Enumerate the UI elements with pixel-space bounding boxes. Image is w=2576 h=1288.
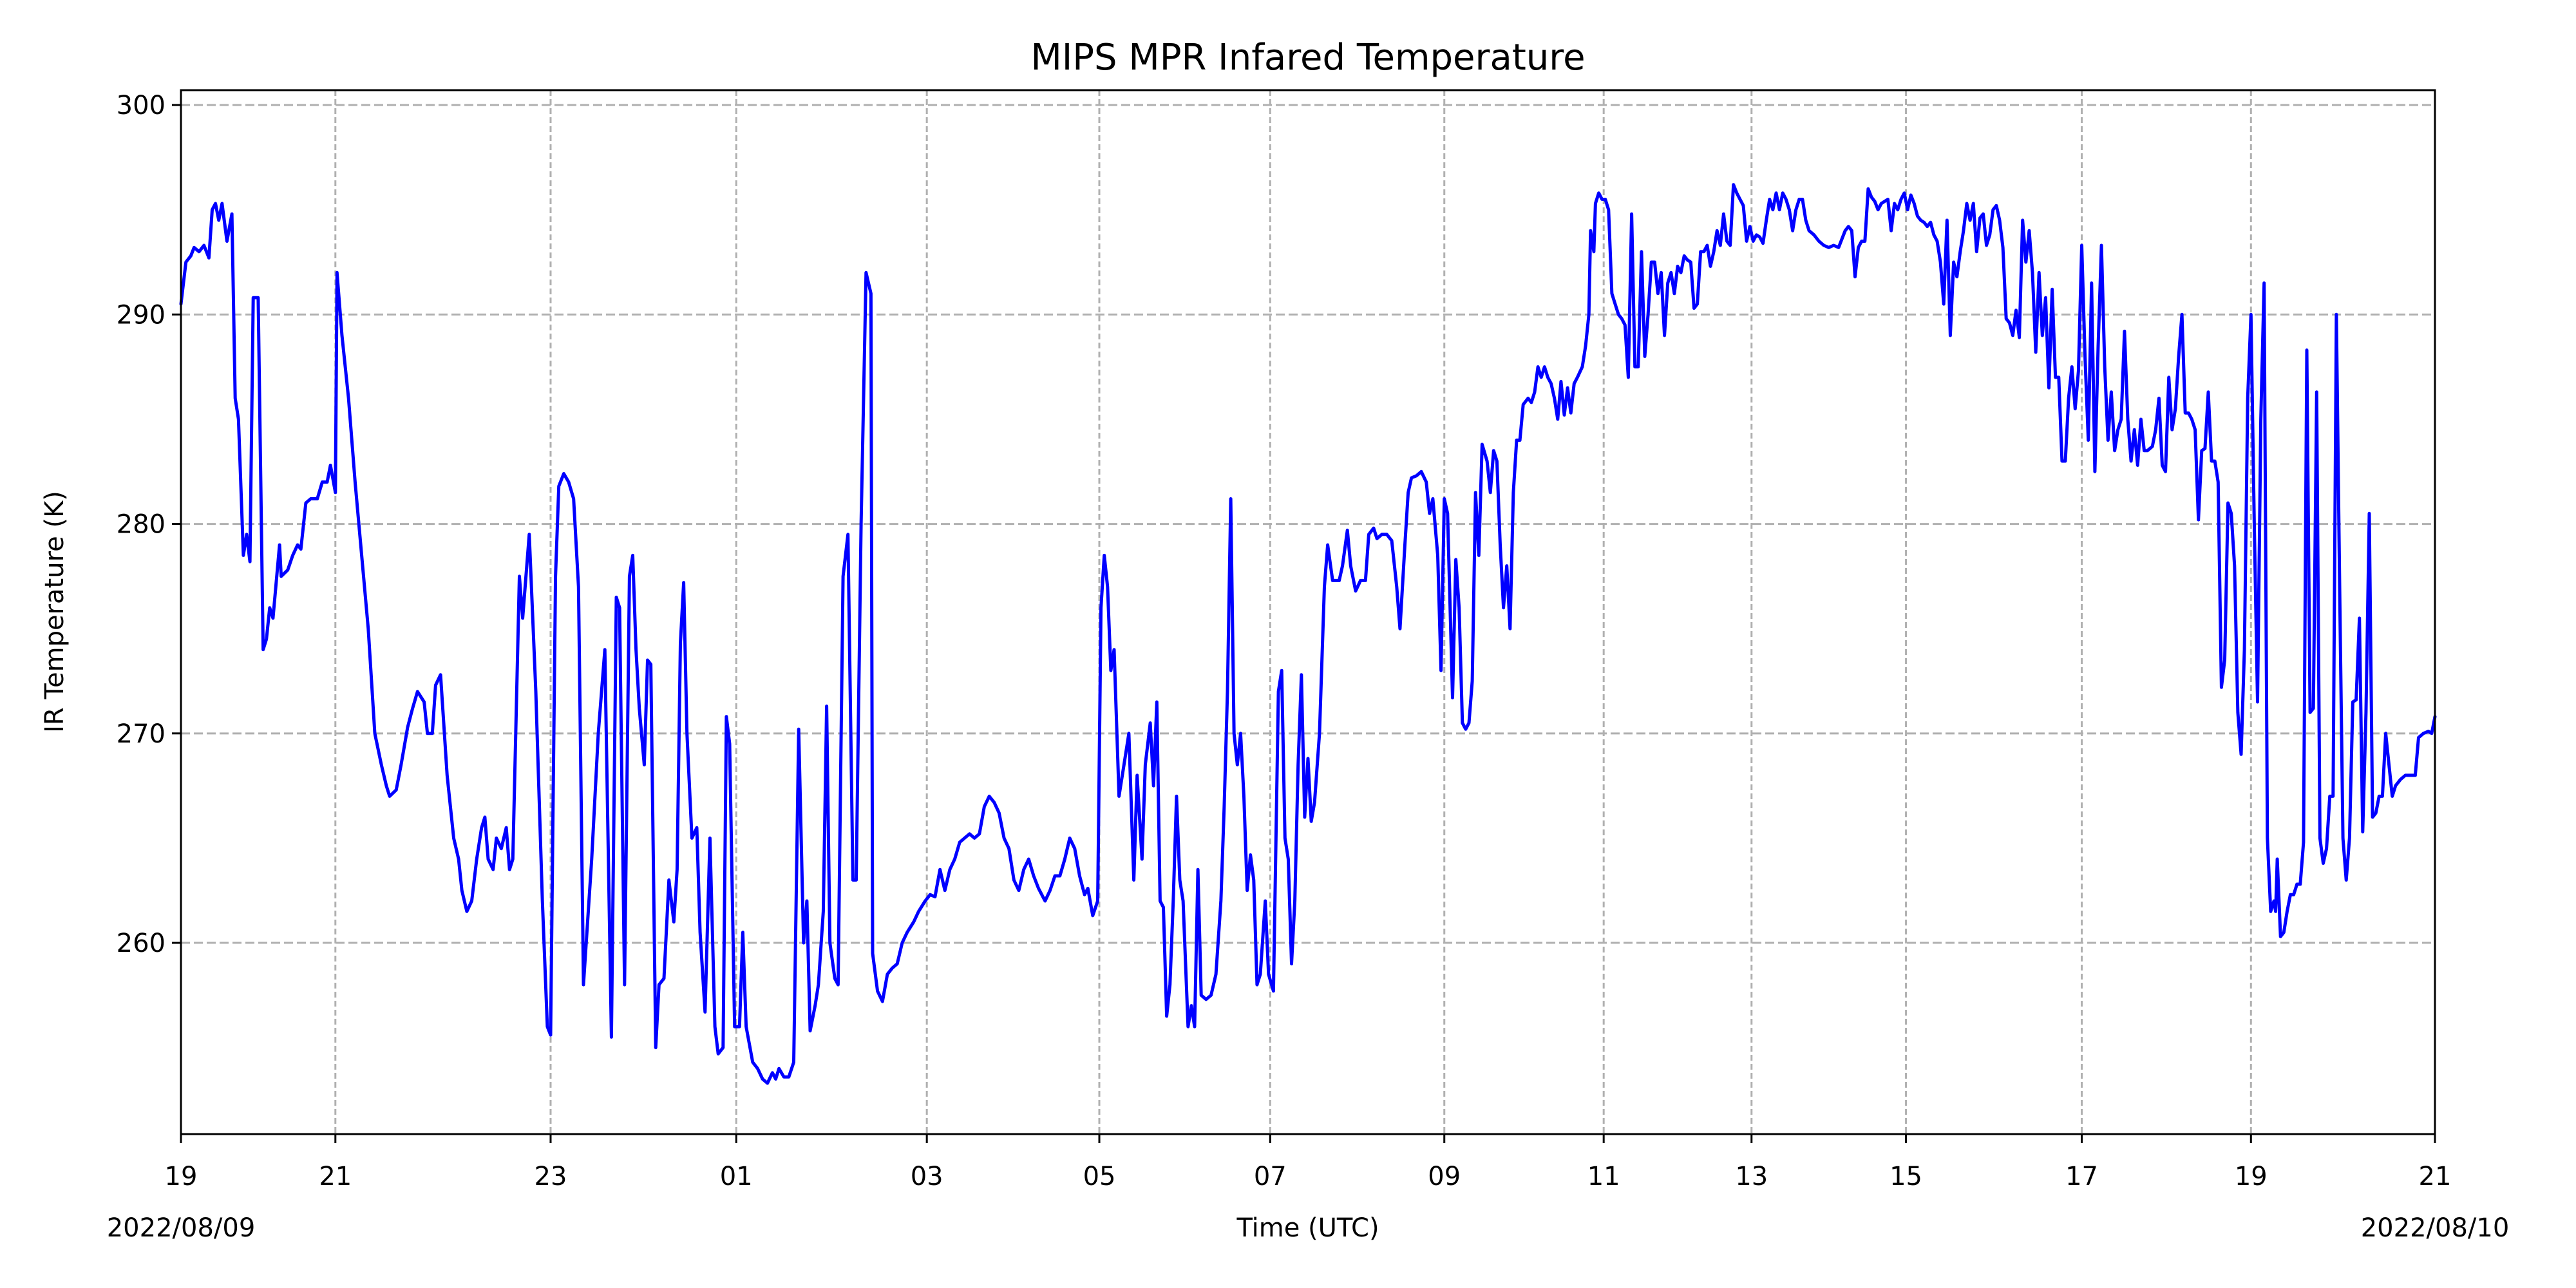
x-tick-label: 19 [165,1162,198,1191]
x-tick-label: 07 [1254,1162,1287,1191]
y-tick-label: 270 [117,719,166,749]
x-axis-label: Time (UTC) [1236,1213,1379,1243]
y-axis-label: IR Temperature (K) [40,491,70,733]
x-tick-label: 05 [1083,1162,1116,1191]
end-date-label: 2022/08/10 [2361,1213,2510,1243]
grid [180,90,2436,1134]
x-tick-label: 13 [1735,1162,1768,1191]
x-tick-label: 15 [1889,1162,1922,1191]
x-tick-label: 11 [1587,1162,1620,1191]
x-tick-label: 19 [2235,1162,2268,1191]
y-tick-label: 260 [117,929,166,958]
x-tick-label: 21 [2419,1162,2452,1191]
y-tick-label: 290 [117,300,166,330]
x-axis: 19 21 23 01 03 05 07 09 11 13 15 17 19 21 [165,1134,2452,1191]
x-tick-label: 03 [911,1162,943,1191]
start-date-label: 2022/08/09 [107,1213,256,1243]
x-tick-label: 01 [720,1162,753,1191]
plot-frame [180,89,2436,1135]
series-line [179,183,2437,1085]
x-tick-label: 17 [2065,1162,2098,1191]
y-axis: 260 270 280 290 300 [117,91,181,958]
chart-title: MIPS MPR Infared Temperature [1030,37,1585,79]
y-tick-label: 280 [117,510,166,540]
series-layer [179,183,2437,1085]
x-tick-label: 09 [1428,1162,1461,1191]
x-tick-label: 23 [535,1162,567,1191]
x-tick-label: 21 [319,1162,352,1191]
y-tick-label: 300 [117,91,166,120]
